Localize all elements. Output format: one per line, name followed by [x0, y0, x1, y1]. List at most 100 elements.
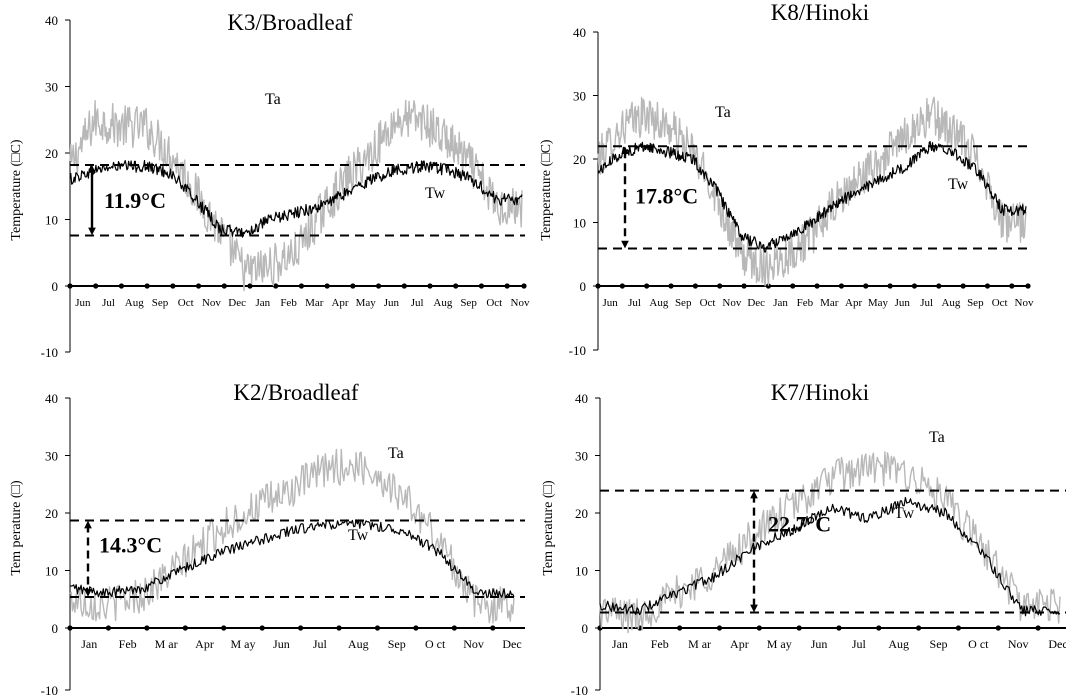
series-label-tw: Tw — [425, 185, 446, 202]
x-tick-marker — [741, 283, 747, 289]
x-tick-label: Nov — [722, 297, 741, 309]
x-tick-label: M ay — [230, 637, 255, 651]
x-tick-label: Oct — [700, 297, 716, 309]
x-tick-marker — [692, 283, 698, 289]
x-tick-marker — [644, 283, 650, 289]
x-tick-marker — [504, 283, 510, 289]
x-tick-label: Nov — [511, 297, 530, 309]
x-tick-label: Jun — [384, 297, 400, 309]
x-tick-marker — [413, 625, 419, 631]
x-tick-marker — [350, 283, 356, 289]
x-tick-label: Jul — [411, 297, 424, 309]
x-tick-label: Apr — [730, 637, 749, 651]
x-tick-label: Sep — [388, 637, 406, 651]
x-tick-marker — [521, 283, 527, 289]
y-tick-label: 0 — [580, 279, 587, 294]
series-line-Tw — [69, 519, 515, 599]
x-tick-marker — [936, 283, 942, 289]
chart-panel-4: K7/Hinoki -10 0 10 20 30 40 Tem perature (□) Jan… — [541, 380, 1066, 698]
x-tick-label: Jul — [102, 297, 115, 309]
x-tick-marker — [247, 283, 253, 289]
series-label-ta: Ta — [388, 445, 404, 462]
x-tick-label: Sep — [152, 297, 169, 309]
x-tick-label: Aug — [941, 297, 960, 309]
x-tick-marker — [796, 625, 802, 631]
x-tick-label: Oct — [992, 297, 1008, 309]
y-tick-label: 30 — [45, 80, 58, 95]
x-tick-marker — [717, 283, 723, 289]
x-tick-marker — [451, 625, 457, 631]
y-axis-label: Temperature (□C) — [539, 139, 554, 240]
series-label-ta: Ta — [715, 104, 731, 121]
x-tick-label: Jul — [628, 297, 641, 309]
x-tick-label: Mar — [820, 297, 839, 309]
x-tick-marker — [756, 625, 762, 631]
y-tick-label: -10 — [571, 683, 588, 698]
chart-panel-2: K8/Hinoki -10 0 10 20 30 40 Temperature (□C) Jun… — [539, 0, 1034, 358]
x-tick-marker — [814, 283, 820, 289]
x-tick-marker — [401, 283, 407, 289]
x-tick-marker — [259, 625, 265, 631]
x-tick-marker — [490, 625, 496, 631]
x-tick-label: Nov — [1008, 637, 1029, 651]
x-tick-label: Sep — [460, 297, 477, 309]
series-label-tw: Tw — [894, 505, 915, 522]
x-tick-marker — [324, 283, 330, 289]
x-tick-label: M ar — [155, 637, 178, 651]
x-tick-label: Sep — [930, 637, 948, 651]
x-tick-marker — [273, 283, 279, 289]
x-tick-label: May — [356, 297, 377, 309]
x-tick-label: Sep — [967, 297, 984, 309]
y-tick-label: 10 — [573, 216, 586, 231]
y-axis-label: Tem perature (□) — [541, 480, 556, 576]
range-annotation: 14.3°C — [99, 533, 162, 558]
x-tick-marker — [716, 625, 723, 631]
x-tick-label: Aug — [125, 297, 144, 309]
x-tick-marker — [67, 625, 73, 631]
x-tick-label: Oct — [178, 297, 194, 309]
x-tick-label: O ct — [968, 637, 989, 651]
x-tick-label: Jun — [811, 637, 828, 651]
x-tick-label: Apr — [195, 637, 214, 651]
series-line-Tw — [597, 141, 1027, 253]
x-tick-label: Nov — [1015, 297, 1034, 309]
x-tick-label: Jan — [612, 637, 628, 651]
y-axis-label: Tem perature (□) — [9, 480, 24, 576]
x-tick-label: Sep — [675, 297, 692, 309]
x-tick-marker — [668, 283, 674, 289]
series-line-Tw — [599, 496, 1061, 617]
x-tick-marker — [911, 283, 918, 289]
x-tick-marker — [375, 283, 382, 289]
chart-panel-3: K2/Broadleaf -10 0 10 20 30 40 Tem perature (□)… — [9, 380, 525, 698]
chart-title: K3/Broadleaf — [227, 10, 353, 35]
x-tick-marker — [916, 625, 922, 631]
x-tick-marker — [960, 283, 966, 289]
y-tick-label: -10 — [569, 343, 586, 358]
x-tick-marker — [336, 625, 342, 631]
y-tick-label: 0 — [582, 621, 589, 636]
y-tick-label: 30 — [573, 89, 586, 104]
x-tick-label: Nov — [202, 297, 221, 309]
x-tick-label: Aug — [348, 637, 369, 651]
range-annotation: 17.8°C — [635, 183, 698, 208]
x-tick-marker — [118, 283, 125, 289]
series-label-tw: Tw — [948, 176, 969, 193]
x-tick-label: Jul — [920, 297, 933, 309]
x-tick-label: Feb — [280, 297, 297, 309]
y-tick-label: 20 — [45, 506, 58, 521]
x-tick-marker — [1009, 283, 1015, 289]
x-tick-marker — [619, 283, 625, 289]
range-annotation: 22.7°C — [768, 512, 831, 537]
x-tick-marker — [374, 625, 381, 631]
x-tick-marker — [995, 625, 1001, 631]
x-tick-marker — [1025, 283, 1031, 289]
x-tick-label: Feb — [119, 637, 137, 651]
series-line-Ta — [69, 448, 515, 624]
x-tick-marker — [677, 625, 683, 631]
x-tick-marker — [836, 625, 842, 631]
x-tick-marker — [221, 625, 227, 631]
chart-title: K7/Hinoki — [771, 380, 869, 405]
y-tick-label: 10 — [575, 564, 588, 579]
series-line-Ta — [69, 99, 523, 292]
x-tick-marker — [298, 283, 305, 289]
